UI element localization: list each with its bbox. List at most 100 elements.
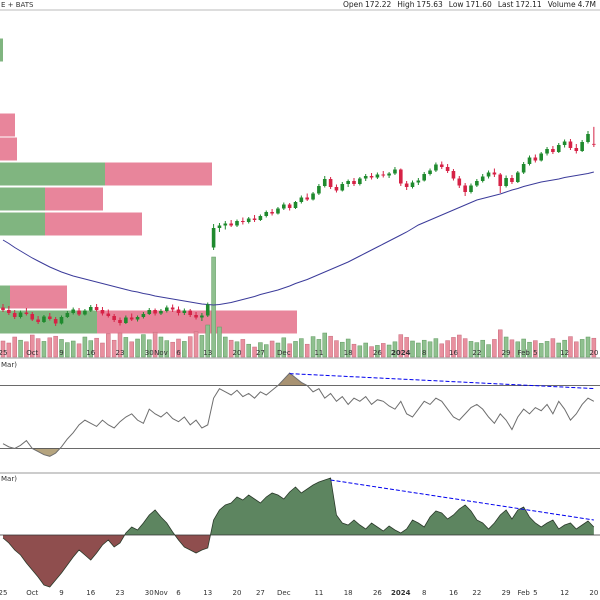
- candle-body: [129, 317, 134, 320]
- x-tick-label: 29: [502, 589, 511, 597]
- candle-body: [30, 314, 35, 320]
- candle-body: [322, 179, 327, 186]
- area-negative: [3, 535, 594, 587]
- candle-body: [59, 317, 64, 324]
- candle-body: [439, 164, 444, 167]
- candle-body: [83, 310, 87, 315]
- volume-bar: [375, 345, 380, 358]
- candle-body: [48, 316, 52, 319]
- volume-bar: [509, 339, 515, 358]
- volume-bar: [585, 336, 591, 358]
- x-tick-label: Nov: [154, 349, 168, 357]
- volume-bar: [82, 336, 88, 358]
- candle-body: [258, 216, 263, 220]
- candle-body: [533, 157, 538, 161]
- candle-body: [176, 309, 181, 313]
- x-tick-label: 6: [176, 589, 181, 597]
- candle-body: [282, 204, 286, 209]
- candle-body: [556, 145, 561, 152]
- candle-body: [434, 164, 438, 171]
- volume-bar: [176, 338, 181, 358]
- candle-body: [492, 172, 497, 175]
- x-tick-label: 20: [233, 589, 242, 597]
- candle-body: [451, 171, 456, 179]
- volume-bar: [480, 339, 485, 358]
- volume-bar: [6, 342, 12, 358]
- volume-bar: [556, 342, 561, 358]
- candle-body: [387, 173, 391, 176]
- candle-body: [381, 174, 386, 176]
- volume-bar: [246, 343, 251, 358]
- candle-body: [141, 314, 146, 317]
- candle-body: [363, 176, 368, 179]
- x-tick-label: 16: [86, 589, 95, 597]
- candle-body: [159, 311, 163, 314]
- candle-body: [317, 186, 321, 194]
- volume-bar: [357, 345, 363, 358]
- volume-bar: [468, 341, 474, 358]
- trendline: [330, 479, 594, 521]
- volume-bar: [544, 341, 550, 358]
- candle-body: [211, 228, 216, 248]
- x-tick-label: Oct: [26, 589, 38, 597]
- candle-body: [369, 176, 374, 178]
- x-tick-label: 16: [449, 589, 458, 597]
- volume-bar: [498, 329, 503, 358]
- x-tick-label: 26: [373, 349, 382, 357]
- x-tick-label: 22: [472, 349, 481, 357]
- candle-body: [65, 313, 70, 317]
- candle-body: [135, 317, 140, 320]
- x-tick-label: 27: [256, 349, 265, 357]
- x-tick-label: Nov: [154, 589, 168, 597]
- x-tick-label: 6: [176, 349, 181, 357]
- volume-bar: [0, 340, 6, 358]
- candle-body: [311, 193, 315, 200]
- volume-bar: [345, 338, 351, 358]
- volume-bar: [12, 336, 17, 358]
- x-tick-label: 30: [145, 589, 154, 597]
- indicator-line: [2, 477, 595, 588]
- indicator-line: [2, 372, 595, 457]
- volume-bar: [293, 341, 298, 358]
- volume-bar: [310, 336, 316, 358]
- volume-bar: [363, 342, 368, 358]
- x-tick-label: 18: [344, 349, 353, 357]
- candle-body: [24, 312, 29, 314]
- candle-body: [165, 307, 169, 311]
- quote-value: 171.60: [465, 0, 492, 9]
- x-tick-label: 8: [422, 349, 426, 357]
- candle-body: [188, 310, 192, 315]
- volume-bar: [457, 334, 462, 358]
- volume-bar: [199, 335, 205, 358]
- candle-body: [71, 309, 75, 313]
- candle-body: [246, 218, 251, 222]
- x-tick-label: 2024: [391, 349, 411, 357]
- candle-body: [498, 174, 503, 186]
- volume-bar: [392, 341, 398, 358]
- candle-body: [510, 178, 514, 182]
- x-tick-label: 9: [59, 589, 63, 597]
- x-tick-label: 16: [449, 349, 458, 357]
- volume-bar: [65, 342, 70, 358]
- candle-body: [358, 178, 362, 184]
- x-tick-label: 26: [373, 589, 382, 597]
- candle-body: [586, 134, 590, 142]
- volume-by-price-down: [45, 212, 142, 236]
- candle-body: [410, 182, 415, 187]
- candle-body: [118, 320, 122, 323]
- x-tick-label: Dec: [277, 589, 291, 597]
- volume-bar: [94, 337, 99, 358]
- candle-body: [463, 185, 467, 192]
- volume-bar: [217, 326, 222, 358]
- volume-bar: [211, 256, 216, 358]
- panel-label: Mar): [1, 475, 17, 483]
- volume-bar: [433, 338, 439, 358]
- volume-by-price-down: [0, 137, 17, 161]
- volume-by-price-down: [97, 310, 297, 334]
- candle-body: [170, 307, 175, 310]
- volume-bar: [416, 342, 421, 358]
- quote-value: 172.11: [515, 0, 542, 9]
- candle-body: [346, 181, 350, 184]
